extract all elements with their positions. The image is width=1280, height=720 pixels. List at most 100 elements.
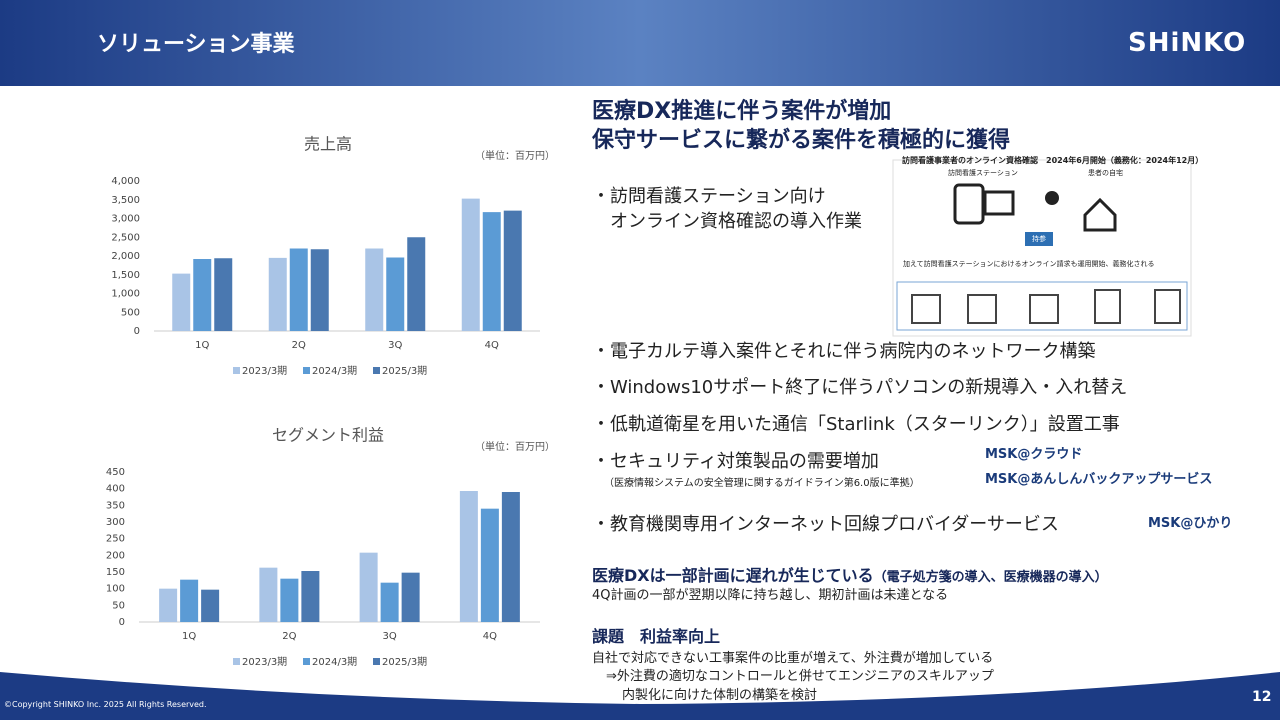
y-tick-label: 100: [106, 584, 125, 595]
bar: [214, 258, 233, 331]
y-tick-label: 3,000: [111, 214, 140, 225]
legend-label: 2023/3期: [242, 656, 287, 668]
unit-note: （単位：百万円）: [475, 440, 555, 453]
y-tick-label: 400: [106, 484, 125, 495]
bullet: ・電子カルテ導入案件とそれに伴う病院内のネットワーク構築: [592, 341, 1096, 362]
x-tick-label: 3Q: [388, 340, 402, 351]
headline: 医療DX推進に伴う案件が増加: [592, 99, 892, 124]
x-tick-label: 2Q: [282, 631, 296, 642]
y-tick-label: 500: [121, 307, 140, 318]
legend-label: 2023/3期: [242, 365, 287, 377]
x-tick-label: 4Q: [485, 340, 499, 351]
bar: [159, 588, 178, 622]
legend-swatch: [233, 658, 240, 665]
bar: [268, 257, 287, 331]
bar: [180, 579, 199, 622]
x-tick-label: 3Q: [383, 631, 397, 642]
copyright: ©Copyright SHINKO Inc. 2025 All Rights R…: [4, 700, 207, 709]
section-body: 内製化に向けた体制の構築を検討: [622, 688, 818, 703]
section-body: ⇒外注費の適切なコントロールと併せてエンジニアのスキルアップ: [606, 669, 994, 684]
bar: [310, 249, 329, 331]
bullet: ・Windows10サポート終了に伴うパソコンの新規導入・入れ替え: [592, 377, 1128, 398]
header-bar: [0, 0, 1280, 86]
y-tick-label: 4,000: [111, 176, 140, 187]
y-tick-label: 0: [134, 326, 140, 337]
section-body: 自社で対応できない工事案件の比重が増えて、外注費が増加している: [592, 651, 994, 666]
charts: 売上高（単位：百万円）05001,0001,5002,0002,5003,000…: [106, 135, 555, 669]
bar: [301, 571, 320, 622]
section-body: 4Q計画の一部が翌期以降に持ち越し、期初計画は未達となる: [592, 588, 949, 603]
y-tick-label: 450: [106, 467, 125, 478]
bullet: ・教育機関専用インターネット回線プロバイダーサービス: [592, 514, 1059, 535]
bar: [359, 552, 378, 622]
legend-label: 2025/3期: [382, 656, 427, 668]
y-tick-label: 250: [106, 534, 125, 545]
bar: [503, 210, 522, 331]
diagram-label: 患者の自宅: [1088, 169, 1123, 177]
legend-label: 2024/3期: [312, 656, 357, 668]
x-tick-label: 1Q: [182, 631, 196, 642]
bullet: オンライン資格確認の導入作業: [610, 211, 862, 232]
bar: [380, 582, 399, 622]
bar: [193, 259, 212, 331]
y-tick-label: 1,000: [111, 289, 140, 300]
legend-label: 2024/3期: [312, 365, 357, 377]
bar: [172, 273, 191, 331]
logo-msk: MSK@あんしんバックアップサービス: [985, 472, 1213, 487]
bullet: ・訪問看護ステーション向け: [592, 186, 826, 207]
diagram-label: 加えて訪問看護ステーションにおけるオンライン請求も運用開始、義務化される: [903, 260, 1155, 268]
y-tick-label: 300: [106, 517, 125, 528]
legend-swatch: [233, 367, 240, 374]
y-tick-label: 150: [106, 567, 125, 578]
bar: [407, 237, 426, 331]
diagram-label: 訪問看護ステーション: [948, 169, 1018, 177]
page-number: 12: [1252, 689, 1272, 705]
y-tick-label: 50: [112, 600, 125, 611]
bar: [201, 589, 220, 622]
x-tick-label: 1Q: [195, 340, 209, 351]
x-tick-label: 4Q: [483, 631, 497, 642]
bar: [280, 578, 299, 622]
bar: [501, 492, 520, 622]
section-title: 医療DXは一部計画に遅れが生じている（電子処方箋の導入、医療機器の導入）: [592, 562, 1108, 586]
legend-label: 2025/3期: [382, 365, 427, 377]
legend-swatch: [303, 367, 310, 374]
y-tick-label: 200: [106, 550, 125, 561]
bar: [365, 248, 384, 331]
y-tick-label: 0: [119, 617, 125, 628]
bullet: ・低軌道衛星を用いた通信「Starlink（スターリンク）」設置工事: [592, 414, 1120, 435]
logo-msk: MSK@ひかり: [1148, 516, 1233, 531]
headline: 保守サービスに繋がる案件を積極的に獲得: [592, 128, 1011, 153]
diagram-label: 持参: [1032, 235, 1046, 243]
legend-swatch: [303, 658, 310, 665]
y-tick-label: 350: [106, 500, 125, 511]
bar: [289, 248, 308, 331]
slide-title: ソリューション事業: [97, 32, 295, 57]
y-tick-label: 2,500: [111, 232, 140, 243]
bar: [386, 257, 405, 331]
section-title-text: 医療DXは一部計画に遅れが生じている: [592, 566, 874, 585]
y-tick-label: 1,500: [111, 270, 140, 281]
section-title: 課題 利益率向上: [592, 627, 721, 646]
bar: [482, 212, 501, 331]
bar: [401, 572, 420, 622]
x-tick-label: 2Q: [292, 340, 306, 351]
y-tick-label: 2,000: [111, 251, 140, 262]
chart-title: 売上高: [304, 135, 352, 154]
bar: [459, 491, 478, 622]
diagram: [892, 159, 1192, 337]
diagram-title: 訪問看護事業者のオンライン資格確認 2024年6月開始（義務化：2024年12月…: [902, 156, 1204, 165]
legend-swatch: [373, 658, 380, 665]
unit-note: （単位：百万円）: [475, 149, 555, 162]
legend-swatch: [373, 367, 380, 374]
logo-msk: MSK@クラウド: [985, 447, 1083, 462]
bar: [259, 567, 278, 622]
footer-bar: [0, 672, 1280, 720]
chart-title: セグメント利益: [272, 426, 384, 445]
logo: SHiNKO: [1128, 28, 1247, 58]
bar: [461, 198, 480, 331]
bullet-note: （医療情報システムの安全管理に関するガイドライン第6.0版に準拠）: [604, 478, 920, 489]
bar: [480, 508, 499, 622]
